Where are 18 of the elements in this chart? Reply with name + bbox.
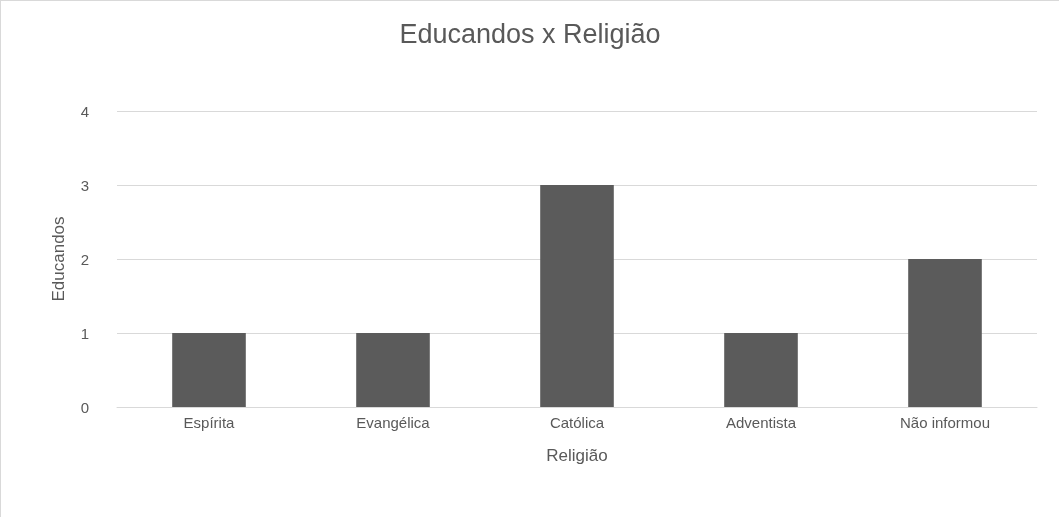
bar	[908, 259, 982, 407]
y-tick-label: 1	[80, 324, 89, 342]
bar	[356, 333, 430, 407]
y-tick-label: 2	[80, 250, 89, 268]
x-tick-label: Não informou	[899, 414, 991, 431]
y-tick-label: 3	[80, 176, 89, 194]
chart-title: Educandos x Religião	[399, 18, 661, 49]
x-tick-label: Evangélica	[356, 414, 431, 431]
bar	[724, 333, 798, 407]
bar	[540, 185, 614, 407]
y-axis-title: Educandos	[49, 216, 68, 302]
x-tick-label: Espírita	[183, 414, 236, 431]
x-axis-title: Religião	[546, 446, 608, 465]
y-tick-label: 4	[80, 102, 89, 120]
bar	[172, 333, 246, 407]
x-tick-label: Católica	[549, 414, 605, 431]
y-tick-label: 0	[80, 398, 89, 416]
x-tick-label: Adventista	[725, 414, 797, 431]
